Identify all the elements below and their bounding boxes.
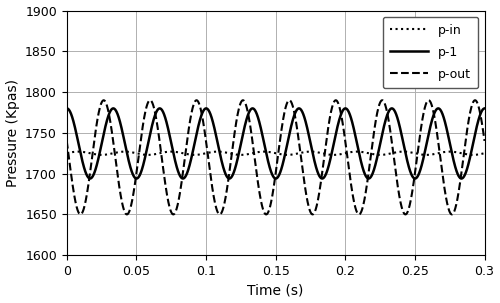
p-in: [136, 152, 142, 156]
p-1: [474, 126, 480, 129]
p-in: [224, 151, 230, 155]
X-axis label: Time (s): Time (s): [248, 283, 304, 298]
p-in: [64, 152, 70, 155]
p-in: [242, 153, 248, 156]
p-out: [428, 103, 434, 107]
p-in: [482, 152, 488, 155]
p-1: [428, 120, 434, 124]
p-out: [240, 98, 246, 102]
p-in: [112, 151, 117, 155]
p-out: [224, 187, 230, 190]
Line: p-out: p-out: [66, 100, 484, 215]
p-1: [250, 107, 256, 110]
p-1: [366, 177, 372, 180]
p-out: [136, 149, 142, 153]
Line: p-in: p-in: [66, 152, 484, 155]
p-out: [112, 148, 117, 152]
p-out: [124, 213, 130, 216]
p-1: [224, 175, 230, 178]
p-1: [136, 175, 142, 178]
p-in: [214, 150, 220, 153]
Line: p-1: p-1: [66, 108, 484, 178]
p-out: [482, 139, 488, 143]
p-1: [242, 123, 248, 127]
p-in: [474, 153, 480, 156]
p-1: [112, 107, 117, 111]
p-1: [64, 107, 70, 110]
p-in: [330, 153, 336, 157]
p-in: [428, 153, 434, 156]
Y-axis label: Pressure (Kpas): Pressure (Kpas): [6, 79, 20, 187]
p-out: [474, 100, 480, 103]
p-out: [242, 101, 248, 105]
p-out: [64, 139, 70, 143]
p-1: [482, 107, 488, 110]
Legend: p-in, p-1, p-out: p-in, p-1, p-out: [383, 17, 478, 88]
